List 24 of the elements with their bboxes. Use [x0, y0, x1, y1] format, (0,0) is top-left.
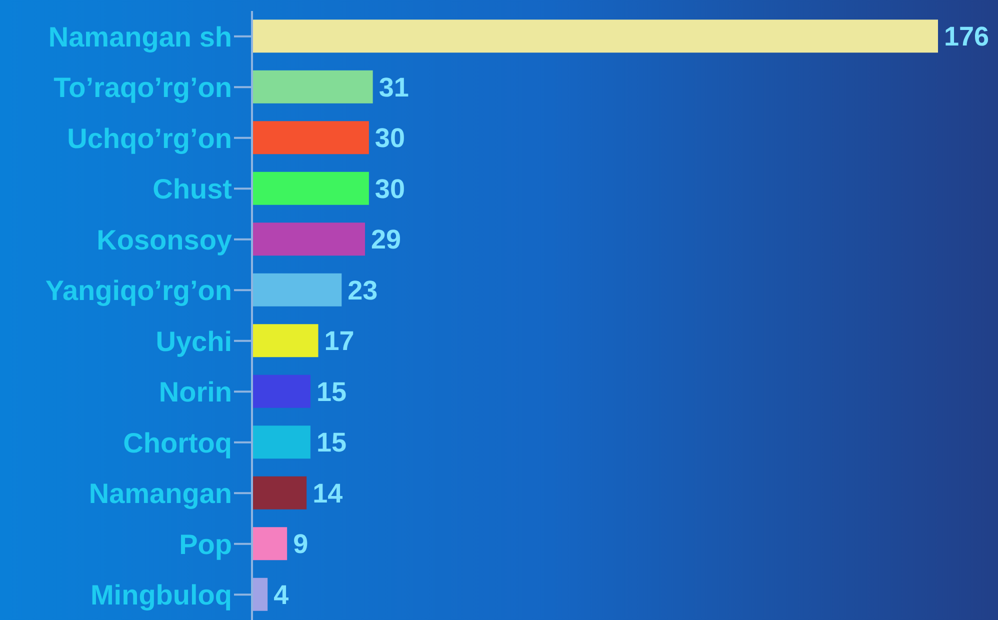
data-label: 23: [348, 275, 378, 306]
data-label: 30: [374, 174, 405, 204]
y-tick-label: Yangiqo’rg’on: [45, 275, 232, 306]
data-label: 30: [374, 123, 405, 154]
y-tick-label: Kosonsoy: [96, 224, 232, 256]
data-label: 31: [378, 72, 409, 102]
data-label: 176: [944, 22, 990, 52]
data-label: 15: [316, 428, 347, 458]
y-tick-label: Uychi: [156, 326, 232, 357]
data-label: 17: [324, 326, 354, 356]
y-tick-label: Chust: [152, 174, 232, 205]
y-tick-label: Norin: [158, 376, 232, 408]
y-tick-label: Uchqo’rg’on: [67, 122, 232, 154]
y-tick-label: Mingbuloq: [90, 580, 232, 611]
data-label: 9: [293, 529, 308, 560]
data-label: 4: [274, 580, 289, 610]
data-label: 15: [316, 376, 347, 407]
data-label: 14: [312, 478, 343, 508]
y-tick-label: Namangan: [88, 478, 232, 510]
y-tick-label: Pop: [179, 528, 232, 560]
y-tick-label: To’raqo’rg’on: [54, 72, 232, 104]
data-label: 29: [371, 224, 402, 255]
y-tick-label: Namangan sh: [48, 21, 232, 52]
y-tick-label: Chortoq: [123, 427, 232, 458]
